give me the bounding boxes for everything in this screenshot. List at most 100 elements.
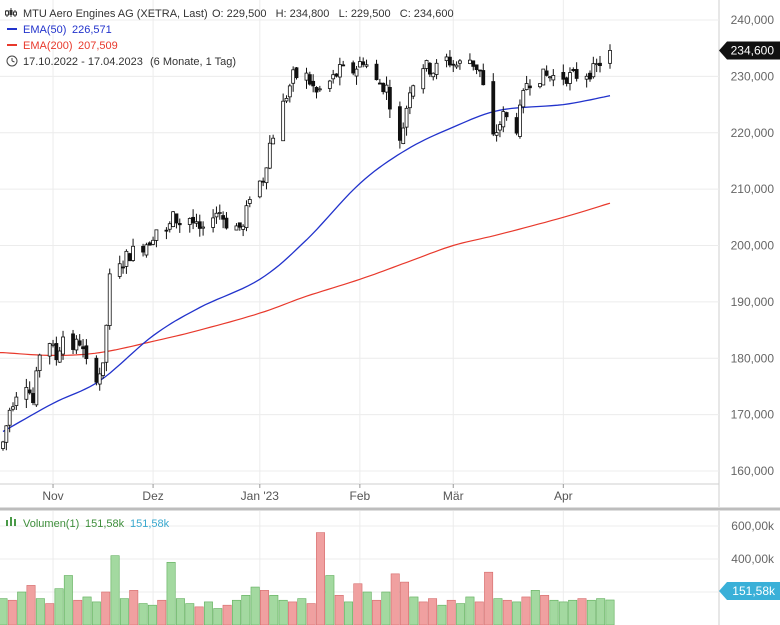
candle — [224, 212, 229, 230]
candle-body — [31, 393, 35, 404]
candle-body — [341, 64, 346, 67]
candle-body — [124, 250, 129, 267]
candle-body — [11, 406, 15, 410]
candle — [317, 85, 322, 92]
candle-body — [141, 245, 145, 253]
candle-body — [307, 74, 312, 85]
candle-body — [144, 244, 149, 256]
candle — [107, 268, 112, 330]
volume-legend-label: Volumen(1) — [23, 518, 79, 530]
candle-body — [478, 69, 482, 72]
volume-bar — [465, 596, 475, 625]
candle-body — [81, 346, 85, 350]
candle-body — [424, 60, 429, 69]
candle-body — [544, 70, 549, 76]
candle — [491, 73, 496, 137]
candle — [191, 209, 196, 230]
candle — [24, 378, 29, 409]
candle — [234, 223, 239, 231]
candle — [171, 210, 175, 228]
candle — [237, 222, 242, 231]
volume-bar — [175, 598, 185, 625]
ohlc-values: O: 229,500 H: 234,800 L: 229,500 C: 234,… — [212, 8, 454, 20]
candle — [504, 111, 509, 121]
candle — [131, 238, 135, 262]
candle-body — [354, 68, 359, 77]
candle — [271, 134, 276, 145]
candle — [337, 57, 342, 86]
candle-body — [524, 83, 529, 90]
volume-bar — [540, 594, 550, 625]
candle-body — [564, 77, 569, 84]
candle-body — [47, 343, 52, 357]
candle — [244, 200, 249, 232]
candle — [14, 392, 19, 410]
volume-tick-label: 600,00k — [731, 519, 775, 533]
candle-body — [37, 354, 42, 371]
candle-body — [598, 62, 602, 67]
candle — [448, 50, 452, 68]
candle-body — [221, 215, 226, 220]
volume-bar — [194, 606, 204, 625]
candle — [177, 218, 182, 233]
volume-bar — [344, 601, 353, 625]
candle-body — [528, 85, 532, 89]
candle — [494, 124, 499, 142]
candle-body — [444, 56, 449, 62]
candle-body — [7, 409, 12, 426]
candle — [101, 362, 105, 379]
price-tick-label: 210,000 — [731, 182, 775, 196]
volume-bar — [269, 594, 279, 625]
candle-body — [294, 67, 299, 79]
volume-bar — [297, 598, 307, 625]
volume-bar — [437, 604, 447, 625]
candle — [247, 196, 252, 208]
candle — [61, 330, 65, 360]
candle-body — [201, 226, 206, 229]
candle — [481, 63, 486, 86]
candle-body — [594, 63, 599, 66]
period-interval: (6 Monate, 1 Tag) — [150, 56, 236, 68]
candle-body — [57, 350, 62, 363]
volume-bar — [484, 571, 494, 625]
candle-body — [4, 425, 9, 443]
candle — [561, 64, 566, 86]
volume-bar — [231, 599, 241, 625]
candle-body — [538, 83, 542, 88]
candle — [331, 69, 336, 84]
candle-body — [54, 343, 59, 361]
candle — [518, 99, 522, 139]
time-tick-label: Apr — [554, 489, 573, 503]
volume-bar — [586, 599, 596, 625]
price-tick-label: 230,000 — [731, 69, 775, 83]
candle — [374, 59, 379, 81]
volume-bar — [147, 604, 157, 625]
candle — [404, 105, 409, 136]
candle-body — [121, 266, 125, 269]
volume-bar — [325, 575, 335, 625]
volume-bar — [549, 599, 559, 625]
candle — [294, 66, 299, 80]
candle — [197, 214, 202, 237]
volume-bar — [381, 591, 391, 625]
candle-body — [428, 62, 432, 75]
candle-body — [518, 104, 522, 137]
candle-body — [468, 59, 472, 64]
volume-bar — [278, 599, 288, 625]
candle — [151, 236, 155, 246]
candle-body — [151, 239, 155, 245]
candle-body — [27, 389, 32, 394]
volume-bar — [605, 599, 615, 625]
instrument-title: MTU Aero Engines AG (XETRA, Last) — [23, 8, 208, 20]
volume-bar — [110, 555, 120, 625]
candle-body — [214, 212, 219, 218]
candle-body — [551, 75, 556, 81]
candle — [568, 67, 572, 91]
volume-bar — [577, 598, 587, 625]
volume-bar — [558, 601, 568, 625]
candle — [164, 227, 169, 240]
candle-body — [304, 72, 309, 81]
candle-body — [357, 61, 362, 68]
chart-legend: MTU Aero Engines AG (XETRA, Last) O: 229… — [5, 8, 454, 68]
candle-body — [167, 223, 172, 230]
